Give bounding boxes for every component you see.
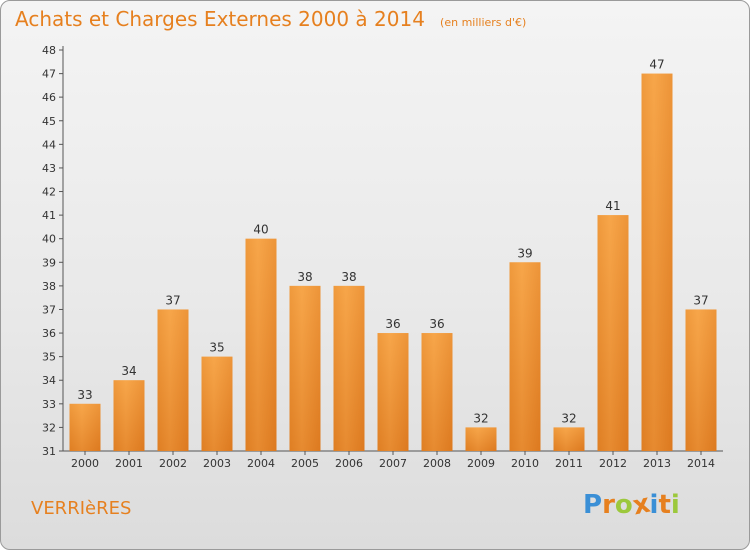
logo-letter: P bbox=[583, 490, 603, 520]
x-tick-label: 2000 bbox=[71, 457, 99, 470]
axes: 31 32 33 34 35 36 37 38 39 40 41 42 43 44 45 46 47 48 2000… bbox=[42, 44, 723, 470]
bar-shade bbox=[69, 403, 101, 451]
bar-shade bbox=[157, 309, 189, 451]
y-tick-label: 38 bbox=[42, 280, 56, 293]
y-tick-label: 44 bbox=[42, 138, 56, 151]
bar-2003 bbox=[201, 356, 233, 451]
y-tick-label: 34 bbox=[42, 374, 56, 387]
bar-2012 bbox=[597, 215, 629, 451]
bar-2014 bbox=[685, 309, 717, 451]
bar-2001 bbox=[113, 380, 145, 451]
bar-2002 bbox=[157, 309, 189, 451]
logo-letter: o bbox=[614, 490, 633, 520]
bar-shade bbox=[553, 427, 585, 451]
x-tick-label: 2008 bbox=[423, 457, 451, 470]
title-row: Achats et Charges Externes 2000 à 2014 (… bbox=[15, 7, 526, 31]
data-label: 37 bbox=[165, 293, 180, 307]
bar-2013 bbox=[641, 73, 673, 452]
data-label: 38 bbox=[297, 270, 312, 284]
x-tick-label: 2003 bbox=[203, 457, 231, 470]
y-tick-label: 39 bbox=[42, 256, 56, 269]
bar-2011 bbox=[553, 427, 585, 451]
logo-letter: r bbox=[602, 490, 615, 520]
x-tick-label: 2012 bbox=[599, 457, 627, 470]
bar-shade bbox=[201, 356, 233, 451]
bar-shade bbox=[333, 285, 365, 451]
data-label: 36 bbox=[429, 317, 444, 331]
bar-shade bbox=[289, 285, 321, 451]
data-label: 35 bbox=[209, 341, 224, 355]
y-tick-label: 43 bbox=[42, 162, 56, 175]
bars bbox=[69, 73, 717, 452]
bar-shade bbox=[113, 380, 145, 451]
y-tick-label: 36 bbox=[42, 327, 56, 340]
y-tick-label: 40 bbox=[42, 233, 56, 246]
logo-letter: t bbox=[658, 490, 671, 520]
bar-2006 bbox=[333, 285, 365, 451]
x-tick-label: 2005 bbox=[291, 457, 319, 470]
y-tick-label: 47 bbox=[42, 68, 56, 81]
x-tick-label: 2004 bbox=[247, 457, 275, 470]
bar-shade bbox=[641, 73, 673, 452]
bar-2010 bbox=[509, 262, 541, 451]
x-tick-label: 2014 bbox=[687, 457, 715, 470]
bar-2009 bbox=[465, 427, 497, 451]
x-tick-label: 2011 bbox=[555, 457, 583, 470]
bar-shade bbox=[421, 333, 453, 451]
data-label: 32 bbox=[561, 411, 576, 425]
bar-2008 bbox=[421, 333, 453, 451]
data-label: 36 bbox=[385, 317, 400, 331]
x-tick-label: 2007 bbox=[379, 457, 407, 470]
y-tick-label: 35 bbox=[42, 351, 56, 364]
x-tick-label: 2002 bbox=[159, 457, 187, 470]
x-tick-label: 2013 bbox=[643, 457, 671, 470]
data-label: 34 bbox=[121, 364, 136, 378]
data-label: 39 bbox=[517, 246, 532, 260]
y-tick-label: 37 bbox=[42, 303, 56, 316]
bar-2004 bbox=[245, 238, 277, 451]
bar-2000 bbox=[69, 403, 101, 451]
y-tick-label: 42 bbox=[42, 186, 56, 199]
x-tick-label: 2010 bbox=[511, 457, 539, 470]
data-label: 40 bbox=[253, 223, 268, 237]
y-tick-label: 48 bbox=[42, 44, 56, 57]
bar-2005 bbox=[289, 285, 321, 451]
chart-title: Achats et Charges Externes 2000 à 2014 bbox=[15, 7, 425, 31]
bar-shade bbox=[377, 333, 409, 451]
bar-shade bbox=[245, 238, 277, 451]
x-tick-label: 2001 bbox=[115, 457, 143, 470]
y-tick-label: 32 bbox=[42, 421, 56, 434]
data-label: 32 bbox=[473, 411, 488, 425]
location-label: VERRIèRES bbox=[31, 498, 132, 519]
data-labels: 33 34 37 35 40 38 38 36 36 32 39 32 41 47 37 bbox=[77, 58, 708, 426]
data-label: 38 bbox=[341, 270, 356, 284]
y-tick-label: 46 bbox=[42, 91, 56, 104]
bar-shade bbox=[465, 427, 497, 451]
x-tick-label: 2006 bbox=[335, 457, 363, 470]
logo-letter: i bbox=[649, 490, 659, 520]
y-tick-label: 33 bbox=[42, 398, 56, 411]
data-label: 41 bbox=[605, 199, 620, 213]
bar-2007 bbox=[377, 333, 409, 451]
logo-letter: i bbox=[670, 490, 680, 520]
y-tick-label: 45 bbox=[42, 115, 56, 128]
proxiti-logo: Proxiti bbox=[583, 489, 680, 522]
x-tick-label: 2009 bbox=[467, 457, 495, 470]
bar-shade bbox=[597, 215, 629, 451]
data-label: 33 bbox=[77, 388, 92, 402]
bar-shade bbox=[509, 262, 541, 451]
data-label: 47 bbox=[649, 58, 664, 72]
chart-subtitle: (en milliers d'€) bbox=[440, 16, 527, 29]
y-tick-label: 31 bbox=[42, 445, 56, 458]
bar-shade bbox=[685, 309, 717, 451]
y-tick-label: 41 bbox=[42, 209, 56, 222]
data-label: 37 bbox=[693, 293, 708, 307]
